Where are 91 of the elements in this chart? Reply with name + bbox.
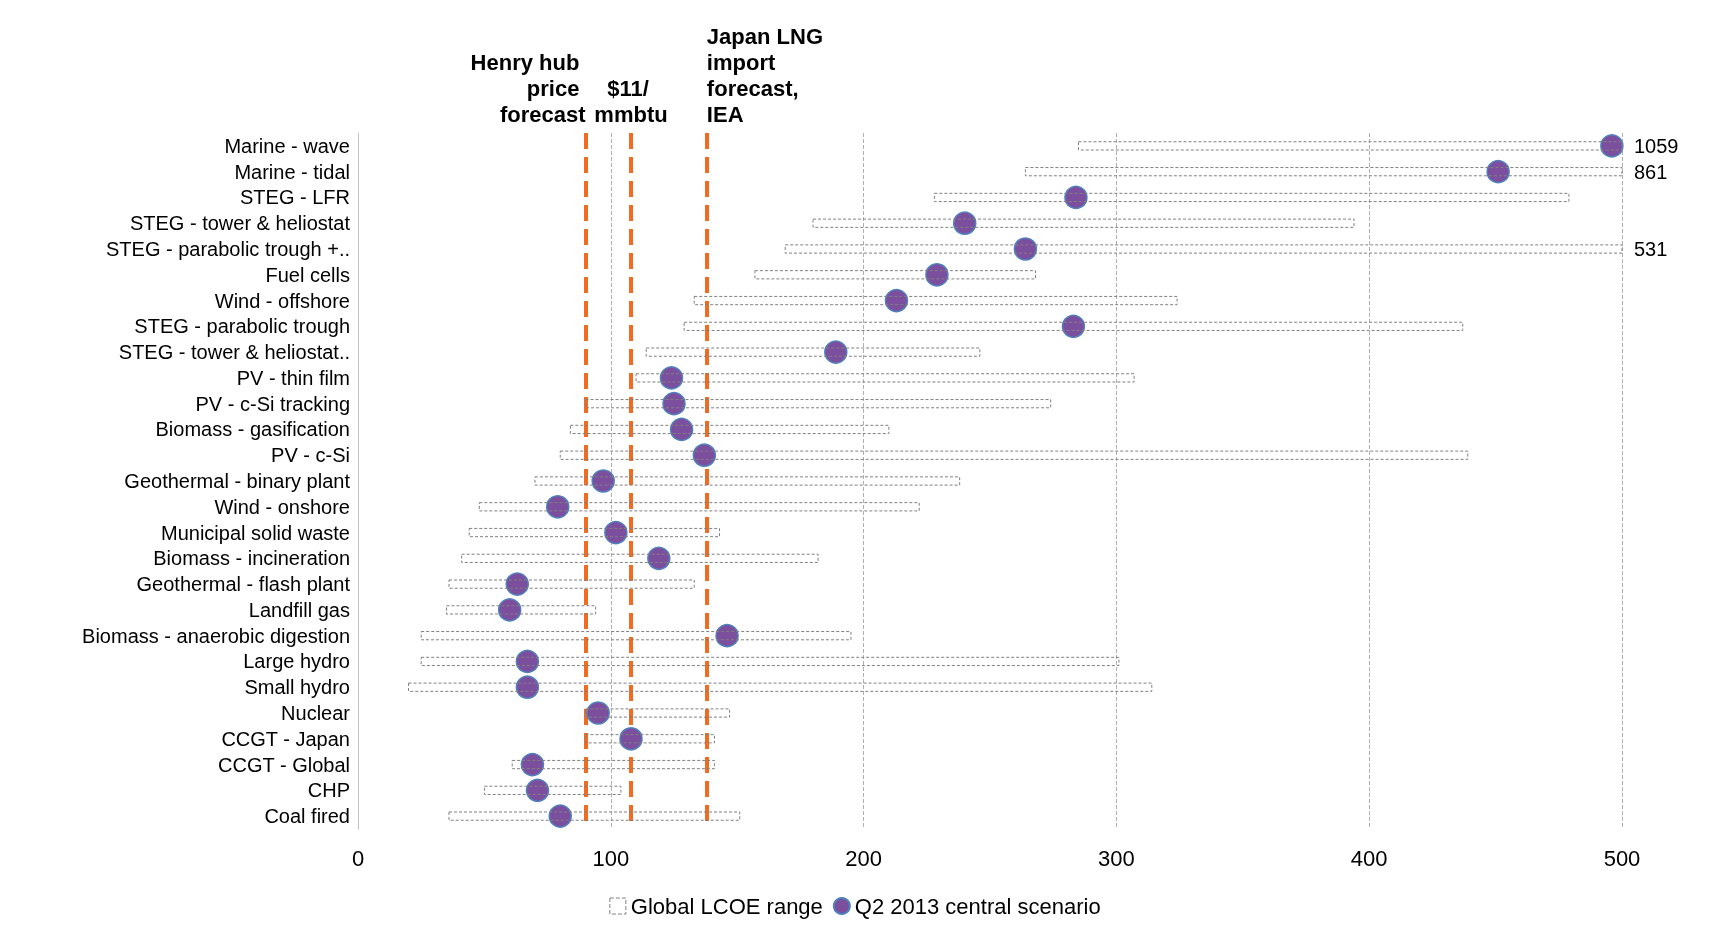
- y-tick-label: Wind - offshore: [214, 289, 350, 312]
- point: [925, 263, 949, 287]
- y-tick-label: Large hydro: [243, 650, 350, 673]
- bar: [448, 811, 741, 821]
- x-tick-label: 300: [1098, 845, 1135, 871]
- y-tick-label: Landfill gas: [248, 598, 350, 621]
- point: [604, 520, 628, 545]
- ref-line-label: Japan LNG import forecast, IEA: [706, 23, 830, 127]
- y-tick-label: STEG - parabolic trough: [134, 315, 350, 338]
- y-tick-label: Biomass - anaerobic digestion: [82, 624, 350, 647]
- bar: [635, 373, 1135, 383]
- bar: [420, 631, 852, 641]
- point: [548, 804, 572, 828]
- y-tick-label: Fuel cells: [265, 263, 350, 286]
- text: 861: [1634, 160, 1668, 183]
- y-tick-label: Geothermal - flash plant: [136, 573, 351, 596]
- bar: [683, 321, 1464, 331]
- bar: [448, 579, 695, 589]
- ref-line-label: $11/ mmbtu: [594, 75, 668, 127]
- text: 1059: [1634, 134, 1679, 157]
- bar: [585, 399, 1052, 409]
- point: [505, 572, 530, 596]
- x-tick-label: 500: [1603, 845, 1641, 871]
- bar: [408, 682, 1153, 692]
- x-tick-label: 200: [845, 845, 882, 871]
- bar: [483, 785, 622, 795]
- bar: [559, 450, 1469, 460]
- bar: [478, 502, 920, 512]
- y-tick-label: STEG - LFR: [239, 186, 350, 209]
- point: [497, 598, 522, 622]
- bar: [511, 759, 715, 770]
- bar: [645, 347, 981, 357]
- point: [515, 649, 540, 674]
- point: [884, 288, 909, 313]
- bar: [1024, 167, 1623, 177]
- y-tick-label: Municipal solid waste: [161, 521, 350, 544]
- legend-label: Global LCOE range: [630, 893, 823, 919]
- point: [525, 778, 550, 803]
- y-tick-label: CHP: [307, 779, 350, 802]
- point: [715, 623, 739, 648]
- point: [520, 752, 545, 777]
- point: [669, 417, 694, 442]
- point: [1061, 314, 1086, 339]
- y-tick-label: Geothermal - binary plant: [124, 470, 351, 492]
- bar: [585, 734, 715, 744]
- point: [662, 391, 686, 416]
- y-tick-label: Marine - wave: [224, 134, 350, 157]
- y-tick-label: PV - thin film: [236, 366, 350, 389]
- bar: [468, 527, 720, 538]
- bar: [461, 553, 819, 563]
- y-tick-label: Biomass - incineration: [153, 547, 350, 570]
- y-tick-label: CCGT - Japan: [221, 727, 350, 750]
- bar: [1077, 141, 1623, 151]
- legend-label: Q2 2013 central scenario: [854, 893, 1101, 919]
- text: 531: [1634, 238, 1668, 260]
- point: [545, 495, 570, 519]
- x-tick-label: 100: [592, 845, 630, 871]
- ref-line-label: Henry hub price forecast: [470, 49, 587, 127]
- y-tick-label: Biomass - gasification: [155, 418, 350, 441]
- point: [647, 546, 671, 571]
- y-tick-label: CCGT - Global: [218, 753, 350, 776]
- y-tick-label: Coal fired: [264, 805, 350, 828]
- y-tick-label: Marine - tidal: [234, 160, 350, 183]
- y-tick-label: PV - c-Si tracking: [195, 392, 350, 415]
- point: [1064, 185, 1088, 210]
- bar: [445, 605, 597, 615]
- point: [515, 675, 540, 699]
- point: [619, 727, 643, 751]
- bar: [693, 295, 1178, 306]
- bar: [754, 270, 1036, 280]
- y-tick-label: PV - c-Si: [271, 444, 350, 467]
- point: [1486, 159, 1510, 184]
- x-tick-label: 0: [351, 845, 365, 871]
- y-tick-label: Small hydro: [244, 676, 350, 699]
- point: [824, 340, 848, 364]
- y-tick-label: STEG - tower & heliostat: [129, 212, 351, 235]
- point: [952, 211, 977, 235]
- y-tick-label: STEG - parabolic trough +..: [105, 238, 350, 260]
- bar: [569, 424, 890, 435]
- y-tick-label: Wind - onshore: [214, 495, 350, 518]
- point: [692, 443, 717, 467]
- y-tick-label: STEG - tower & heliostat..: [118, 341, 350, 364]
- bar: [812, 218, 1355, 228]
- bar: [585, 708, 731, 718]
- y-tick-label: Nuclear: [281, 702, 351, 724]
- bar: [933, 192, 1570, 203]
- bar: [534, 476, 961, 486]
- point: [659, 366, 684, 390]
- bar: [784, 244, 1623, 254]
- x-tick-label: 400: [1350, 845, 1388, 871]
- bar: [420, 656, 1120, 667]
